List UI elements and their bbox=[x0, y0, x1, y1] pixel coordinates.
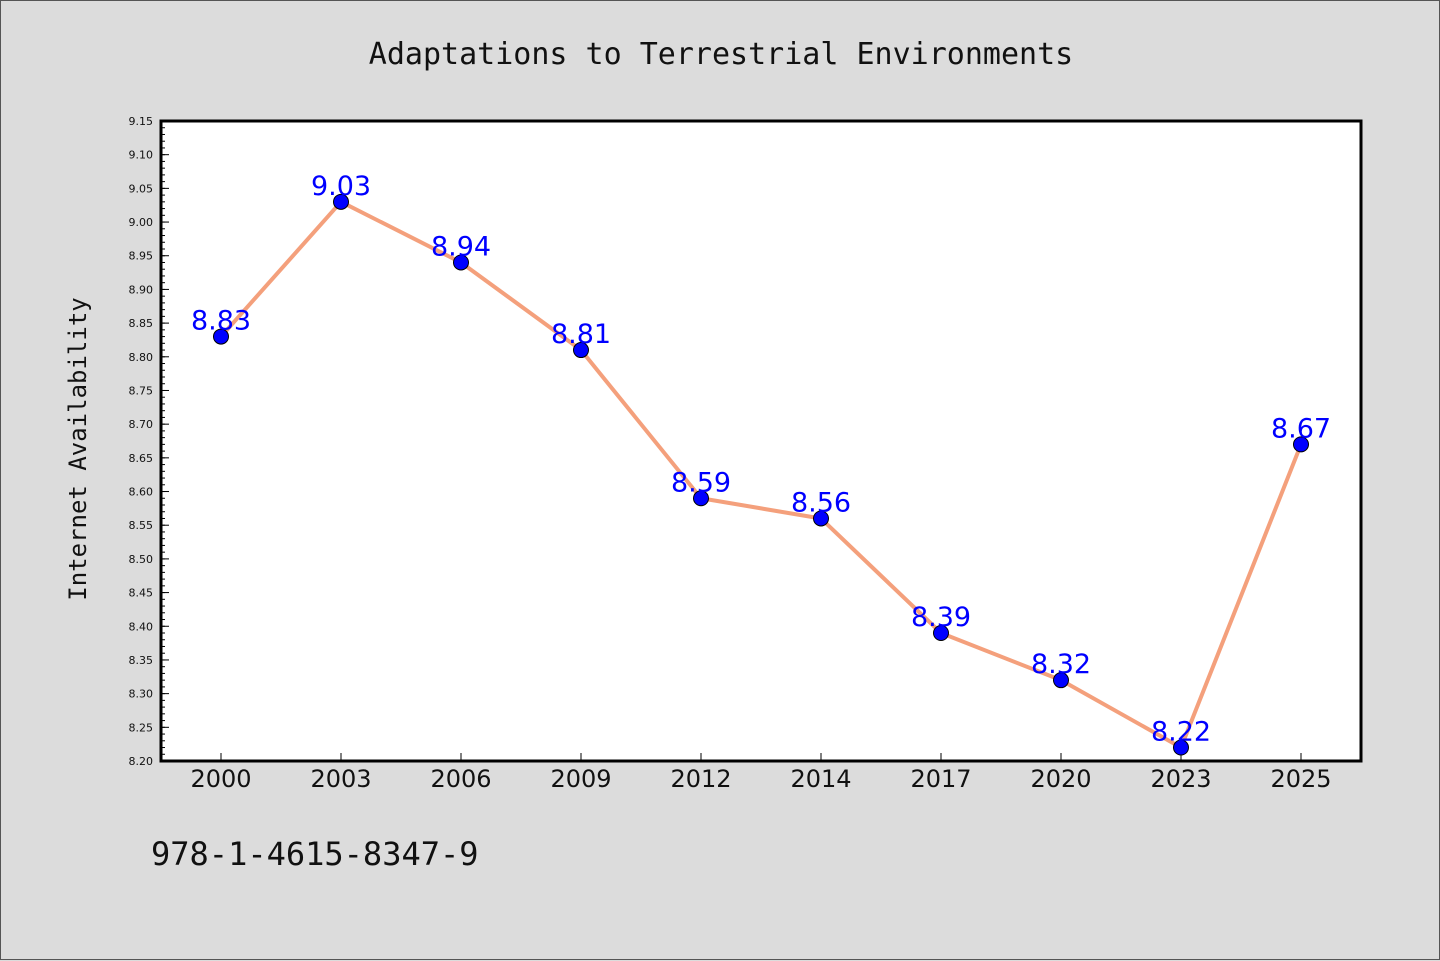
y-tick-label: 8.55 bbox=[129, 519, 154, 532]
series-line bbox=[219, 199, 1303, 750]
data-point bbox=[1053, 672, 1069, 689]
y-tick-label: 8.70 bbox=[129, 418, 154, 431]
series-layer bbox=[213, 193, 1309, 756]
x-tick-label: 2023 bbox=[1150, 765, 1211, 793]
data-label: 8.83 bbox=[191, 306, 251, 337]
data-label: 9.03 bbox=[311, 171, 371, 202]
data-point bbox=[573, 342, 589, 359]
y-tick-label: 8.75 bbox=[129, 384, 154, 397]
x-tick-label: 2009 bbox=[550, 765, 611, 793]
data-label: 8.56 bbox=[791, 487, 851, 518]
data-point bbox=[693, 490, 709, 507]
data-point bbox=[333, 193, 349, 210]
y-tick-label: 8.95 bbox=[129, 250, 154, 263]
data-label: 8.39 bbox=[911, 602, 971, 633]
y-tick-label: 8.85 bbox=[129, 317, 154, 330]
plot-area bbox=[159, 119, 1363, 763]
y-tick-label: 8.20 bbox=[129, 755, 154, 768]
y-tick-label: 9.00 bbox=[129, 216, 154, 229]
y-tick-label: 8.25 bbox=[129, 721, 154, 734]
y-tick-label: 8.45 bbox=[129, 587, 154, 600]
data-label: 8.94 bbox=[431, 231, 491, 262]
y-tick-label: 8.40 bbox=[129, 620, 154, 633]
data-label: 8.81 bbox=[551, 319, 611, 350]
data-label: 8.32 bbox=[1031, 649, 1091, 680]
y-tick-label: 8.80 bbox=[129, 351, 154, 364]
y-tick-label: 8.50 bbox=[129, 553, 154, 566]
x-tick-label: 2012 bbox=[670, 765, 731, 793]
data-labels: 8.83 9.03 8.94 8.81 8.59 8.56 8.39 8.32 8.22 8.67 bbox=[191, 171, 1331, 748]
data-label: 8.22 bbox=[1151, 717, 1211, 748]
data-point bbox=[1293, 436, 1309, 453]
data-point bbox=[813, 510, 829, 527]
chart-title: Adaptations to Terrestrial Environments bbox=[369, 37, 1073, 72]
y-tick-label: 9.10 bbox=[129, 149, 154, 162]
y-tick-label: 8.90 bbox=[129, 283, 154, 296]
data-point bbox=[213, 328, 229, 345]
axis-ticks: 8.20 8.25 8.30 8.35 8.40 8.45 8.50 8.55 8.60 8.65… bbox=[129, 115, 1332, 793]
y-tick-label: 8.60 bbox=[129, 486, 154, 499]
isbn-caption: 978-1-4615-8347-9 bbox=[151, 835, 479, 873]
y-tick-label: 9.05 bbox=[129, 182, 154, 195]
y-tick-label: 8.30 bbox=[129, 688, 154, 701]
x-tick-label: 2014 bbox=[790, 765, 851, 793]
data-label: 8.59 bbox=[671, 467, 731, 498]
data-point bbox=[933, 625, 949, 641]
data-point bbox=[453, 254, 469, 271]
x-tick-label: 2025 bbox=[1270, 765, 1331, 793]
x-tick-label: 2000 bbox=[190, 765, 251, 793]
data-point bbox=[1173, 739, 1189, 756]
data-label: 8.67 bbox=[1271, 413, 1331, 444]
y-tick-label: 9.15 bbox=[129, 115, 154, 128]
x-tick-label: 2006 bbox=[430, 765, 491, 793]
x-tick-label: 2017 bbox=[910, 765, 971, 793]
x-tick-label: 2003 bbox=[310, 765, 371, 793]
y-tick-label: 8.65 bbox=[129, 452, 154, 465]
y-axis-label: Internet Availability bbox=[64, 297, 92, 600]
y-tick-label: 8.35 bbox=[129, 654, 154, 667]
x-tick-label: 2020 bbox=[1030, 765, 1091, 793]
